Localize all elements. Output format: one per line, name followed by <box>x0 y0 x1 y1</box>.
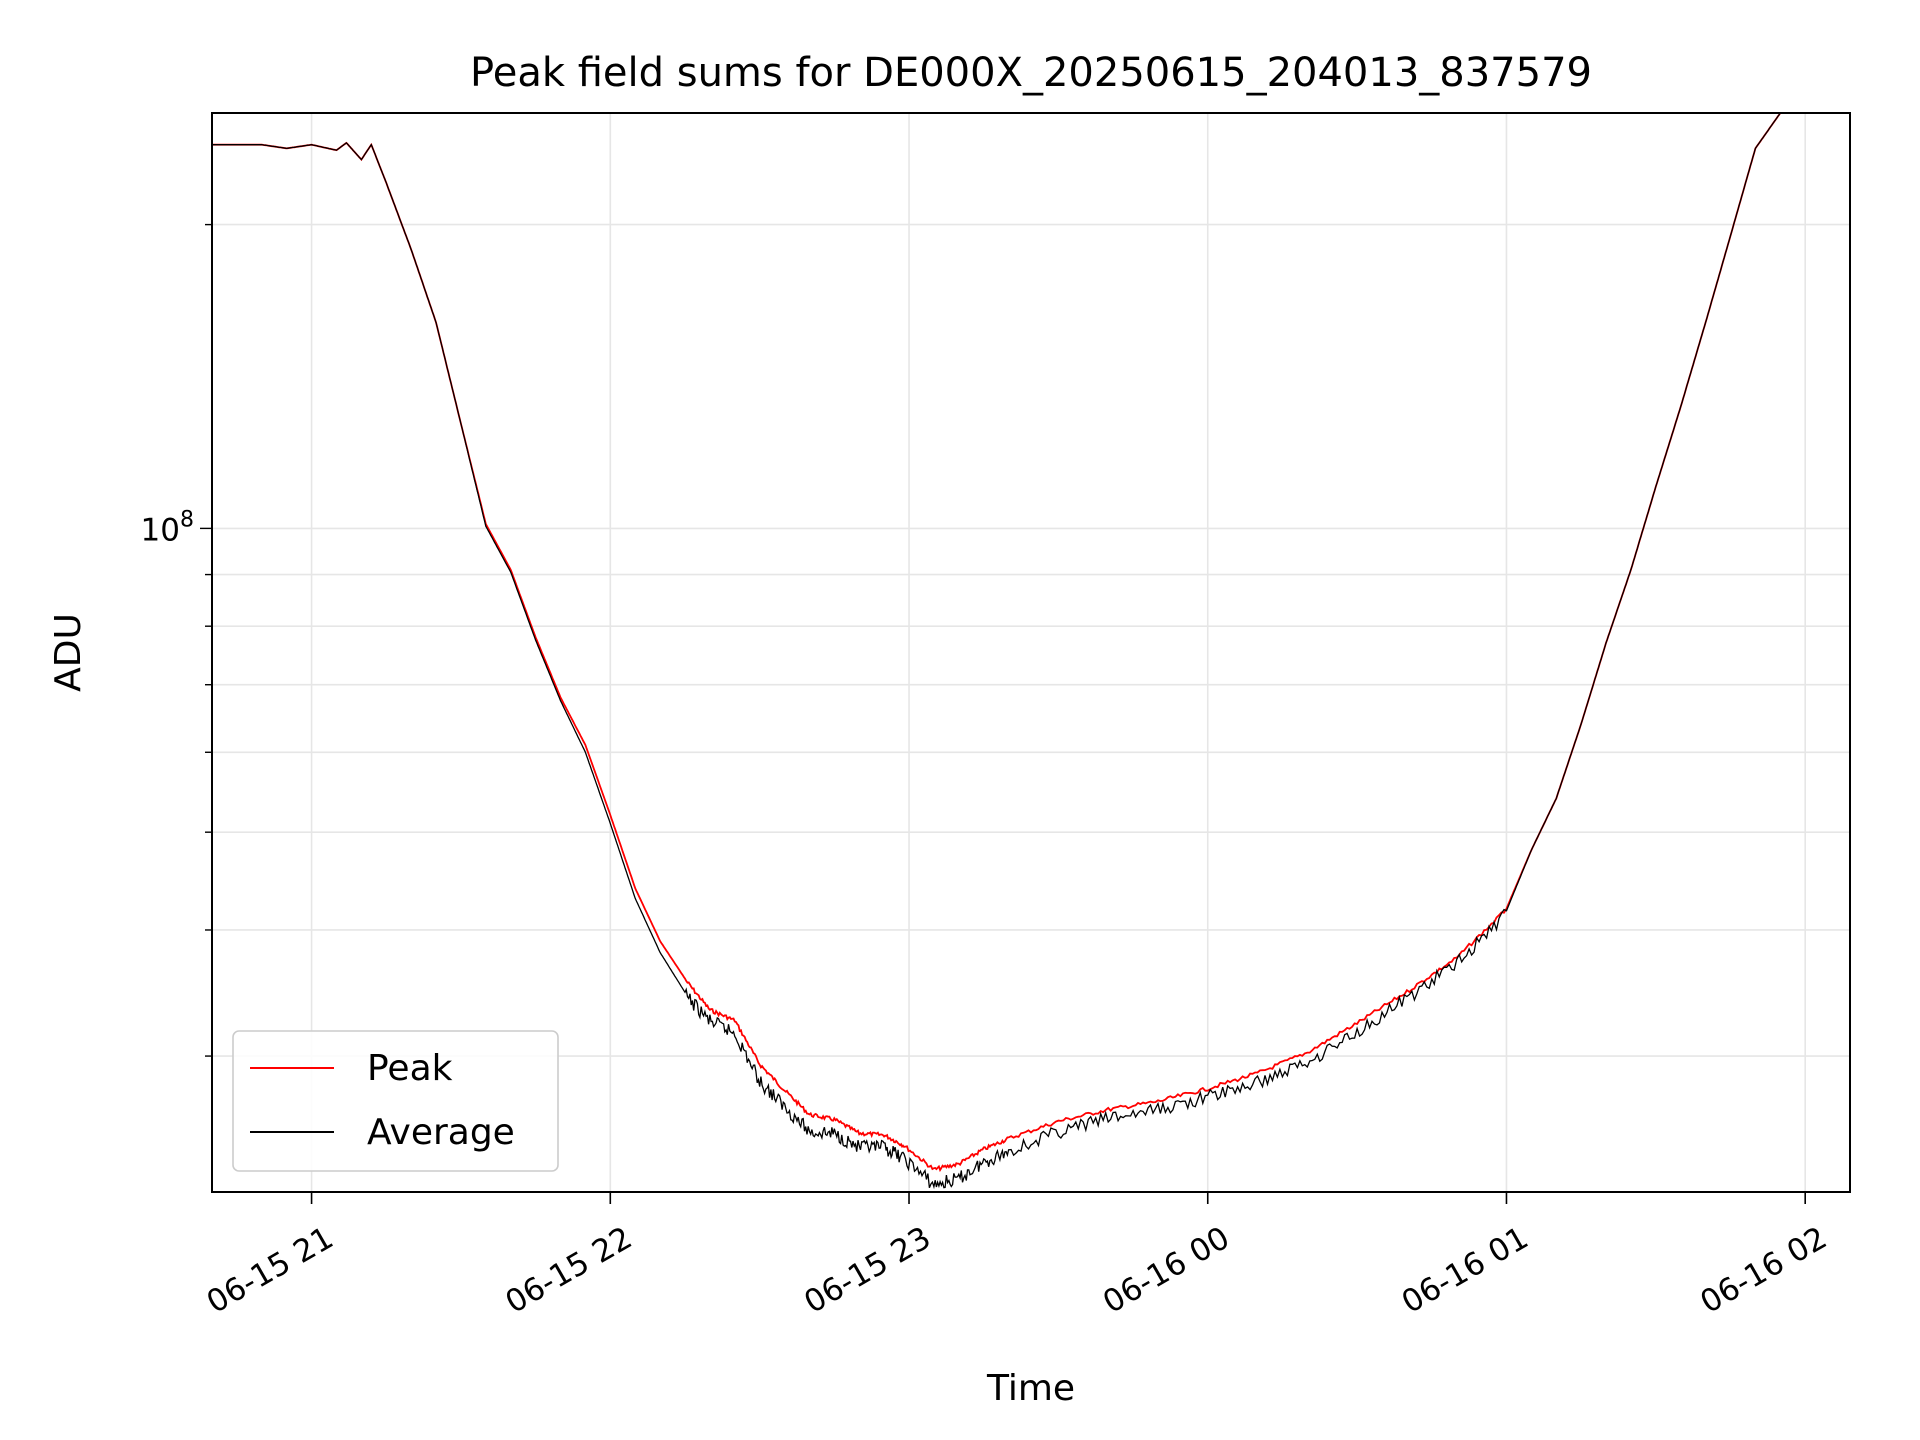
chart-title: Peak field sums for DE000X_20250615_2040… <box>470 50 1592 96</box>
legend-label-peak: Peak <box>367 1048 453 1089</box>
series-line-average <box>212 113 1850 1190</box>
y-tick-label: 108 <box>141 507 194 548</box>
x-axis-label: Time <box>986 1368 1075 1409</box>
grid <box>212 113 1850 1192</box>
series-layer <box>212 113 1850 1190</box>
plot-frame <box>211 112 1851 1193</box>
y-axis-label: ADU <box>48 613 89 692</box>
legend-box <box>232 1030 559 1172</box>
legend-label-average: Average <box>367 1112 515 1153</box>
legend: Peak Average <box>232 1030 559 1172</box>
